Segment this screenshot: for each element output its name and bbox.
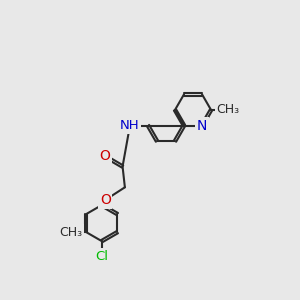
Text: CH₃: CH₃ xyxy=(217,103,240,116)
Text: O: O xyxy=(99,149,110,163)
Text: N: N xyxy=(197,118,207,133)
Text: NH: NH xyxy=(120,119,140,132)
Text: O: O xyxy=(100,193,111,207)
Text: Cl: Cl xyxy=(95,250,108,263)
Text: CH₃: CH₃ xyxy=(59,226,83,238)
